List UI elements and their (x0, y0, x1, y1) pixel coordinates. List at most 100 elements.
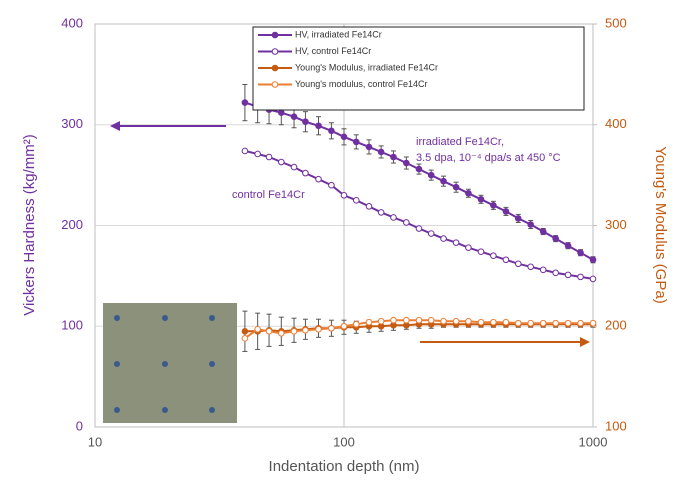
annotation: 3.5 dpa, 10⁻⁴ dpa/s at 450 °C (416, 152, 561, 164)
marker (564, 242, 572, 249)
y2-tick-label: 500 (605, 15, 627, 30)
marker (277, 330, 285, 337)
marker (514, 260, 522, 268)
marker (502, 256, 510, 264)
marker (465, 244, 472, 251)
marker (539, 319, 547, 327)
marker (241, 335, 249, 342)
legend-label: Young's Modulus, irradiated Fe14Cr (295, 62, 438, 72)
marker (290, 163, 298, 171)
marker (552, 269, 559, 277)
marker (490, 202, 497, 209)
y-tick-label: 200 (61, 217, 83, 232)
legend-label: HV, irradiated Fe14Cr (295, 29, 382, 39)
marker (427, 171, 435, 179)
marker (477, 318, 485, 326)
marker (427, 230, 435, 237)
legend-marker (271, 48, 279, 55)
marker (265, 327, 273, 335)
y2-axis-label: Young's Modulus (GPa) (652, 146, 669, 303)
annotation: irradiated Fe14Cr, (416, 136, 504, 148)
marker (539, 266, 547, 274)
x-tick-label: 100 (333, 434, 355, 449)
marker (302, 326, 309, 334)
marker (527, 263, 534, 271)
arrow-head (110, 121, 120, 131)
marker (552, 319, 559, 327)
marker (465, 189, 472, 197)
arrows (110, 121, 590, 347)
marker (415, 225, 423, 232)
plot (241, 83, 597, 352)
marker (328, 181, 335, 189)
marker (552, 235, 559, 242)
marker (265, 153, 273, 161)
y-axis-label: Vickers Hardness (kg/mm²) (21, 134, 38, 315)
marker (340, 191, 348, 199)
marker (277, 109, 285, 116)
y2-tick-label: 400 (605, 116, 627, 131)
marker (577, 319, 584, 327)
marker (365, 143, 373, 151)
marker (427, 316, 435, 324)
x-axis-label: Indentation depth (nm) (269, 458, 420, 475)
marker (490, 318, 497, 326)
arrow-head (580, 337, 590, 347)
marker (302, 118, 309, 126)
marker (377, 148, 385, 156)
marker (328, 127, 335, 135)
marker (452, 239, 460, 246)
marker (390, 153, 397, 161)
marker (577, 273, 584, 281)
marker (241, 327, 249, 335)
marker (452, 317, 460, 325)
marker (514, 319, 522, 327)
inset-image (103, 303, 237, 423)
marker (315, 325, 322, 333)
marker (377, 209, 385, 216)
marker (254, 150, 261, 158)
y2-tick-label: 200 (605, 318, 627, 333)
marker (440, 177, 447, 185)
marker (415, 165, 423, 173)
marker (403, 159, 410, 167)
marker (340, 133, 348, 141)
marker (502, 208, 510, 215)
marker (390, 214, 397, 221)
marker (415, 316, 423, 324)
marker (302, 169, 309, 177)
y-tick-label: 300 (61, 116, 83, 131)
marker (589, 319, 597, 327)
marker (452, 183, 460, 191)
marker (477, 248, 485, 255)
legend-marker (271, 31, 279, 39)
marker (290, 327, 298, 335)
legend (252, 26, 585, 111)
marker (465, 317, 472, 325)
marker (241, 147, 249, 155)
marker (564, 271, 572, 279)
y2-tick-label: 300 (605, 217, 627, 232)
marker (514, 215, 522, 222)
marker (390, 316, 397, 324)
y-tick-label: 100 (61, 318, 83, 333)
marker (527, 221, 534, 228)
y2-tick-label: 100 (605, 418, 627, 433)
x-tick-label: 1000 (579, 434, 608, 449)
marker (589, 275, 597, 283)
marker (254, 325, 261, 333)
legend-marker (271, 81, 279, 88)
marker (365, 318, 373, 326)
legend-label: HV, control Fe14Cr (295, 46, 371, 56)
marker (377, 317, 385, 325)
marker (241, 99, 249, 106)
marker (527, 319, 534, 327)
marker (539, 228, 547, 235)
marker (315, 122, 322, 130)
marker (290, 113, 298, 120)
marker (340, 322, 348, 330)
x-tick-label: 10 (88, 434, 102, 449)
marker (352, 138, 360, 146)
